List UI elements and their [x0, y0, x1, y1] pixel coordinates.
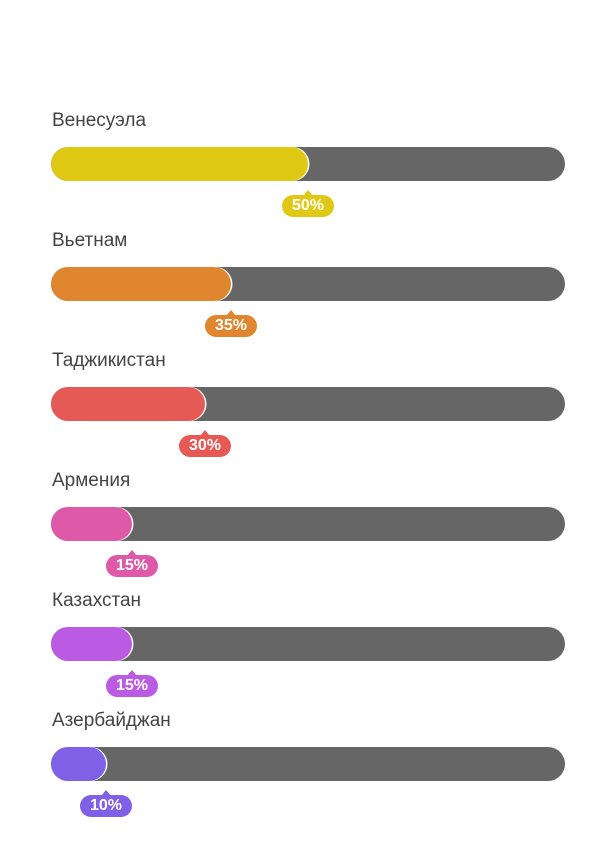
bar-fill — [51, 267, 231, 301]
bar-track — [51, 507, 565, 541]
bar-fill — [51, 387, 205, 421]
bar-fill — [51, 507, 132, 541]
category-label: Армения — [52, 470, 131, 491]
value-label-badge: 15% — [105, 550, 159, 577]
bar-track — [51, 267, 565, 301]
value-label-badge: 30% — [178, 430, 232, 457]
bar-fill — [51, 747, 106, 781]
bar-track — [51, 147, 565, 181]
bar-track — [51, 387, 565, 421]
category-label: Вьетнам — [52, 230, 128, 251]
value-label-badge: 35% — [204, 310, 258, 337]
category-label: Таджикистан — [52, 350, 166, 371]
bar-fill — [51, 147, 308, 181]
category-label: Венесуэла — [52, 110, 147, 131]
bar-track — [51, 627, 565, 661]
value-label-badge: 50% — [281, 190, 335, 217]
bar-fill — [51, 627, 132, 661]
bar-track — [51, 747, 565, 781]
category-label: Казахстан — [52, 590, 142, 611]
value-label-badge: 10% — [79, 790, 133, 817]
value-label-badge: 15% — [105, 670, 159, 697]
category-label: Азербайджан — [52, 710, 171, 731]
